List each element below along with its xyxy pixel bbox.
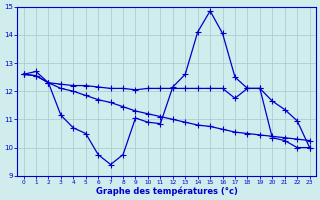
X-axis label: Graphe des températures (°c): Graphe des températures (°c) (96, 186, 237, 196)
